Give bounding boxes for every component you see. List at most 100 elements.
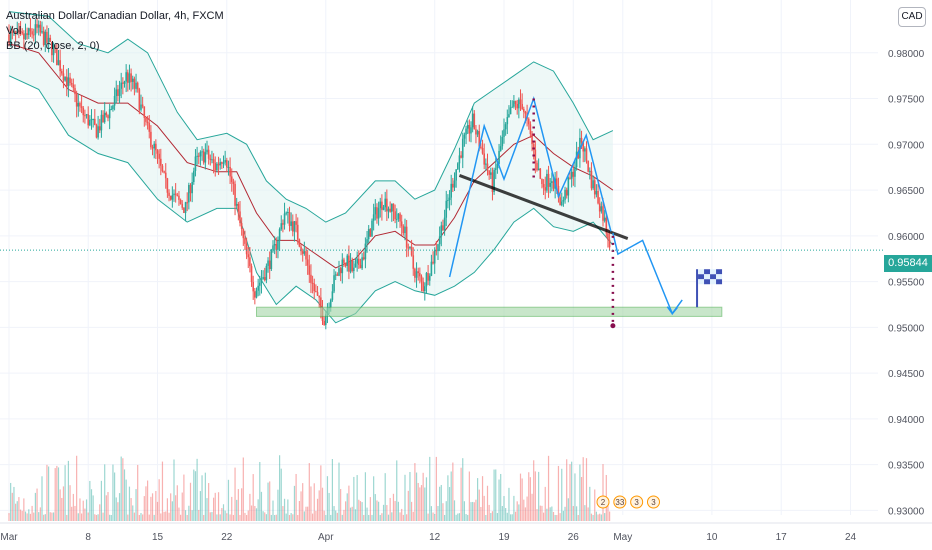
volume-bar bbox=[33, 512, 35, 521]
volume-bar bbox=[567, 498, 569, 521]
candle-body bbox=[605, 217, 608, 234]
volume-bar bbox=[394, 500, 396, 521]
price-axis[interactable]: 0.98000 0.97500 0.97000 0.96500 0.96000 0.955… bbox=[888, 49, 925, 518]
volume-bar bbox=[181, 492, 183, 521]
candle-body bbox=[442, 225, 444, 231]
volume-bar bbox=[90, 489, 93, 521]
candle-body bbox=[117, 89, 119, 96]
candle-body bbox=[179, 199, 182, 204]
candle-body bbox=[260, 279, 263, 283]
volume-bar bbox=[330, 514, 332, 521]
volume-bar bbox=[110, 514, 112, 521]
volume-bar bbox=[104, 464, 106, 521]
volume-bar bbox=[191, 510, 193, 521]
candle-body bbox=[565, 189, 568, 196]
candle-body bbox=[87, 114, 89, 126]
candle-body bbox=[128, 73, 131, 83]
volume-bar bbox=[444, 514, 446, 521]
volume-bar bbox=[69, 485, 71, 521]
volume-bar bbox=[295, 473, 297, 521]
candle-body bbox=[498, 150, 500, 164]
volume-bar bbox=[183, 474, 185, 521]
candle-body bbox=[41, 31, 43, 33]
volume-bar bbox=[57, 467, 60, 521]
volume-bar bbox=[349, 507, 352, 521]
volume-bar bbox=[396, 460, 398, 521]
flag-square bbox=[710, 279, 717, 285]
volume-bar bbox=[387, 514, 390, 521]
volume-bar bbox=[513, 495, 515, 521]
volume-bar bbox=[506, 512, 508, 521]
candle-body bbox=[404, 226, 406, 234]
candle-body bbox=[608, 239, 611, 248]
volume-bar bbox=[422, 472, 424, 521]
bollinger-indicator-label[interactable]: BB (20, close, 2, 0) bbox=[6, 40, 100, 52]
symbol-title[interactable]: Australian Dollar/Canadian Dollar, 4h, F… bbox=[6, 10, 224, 22]
candle-body bbox=[359, 264, 362, 269]
currency-badge[interactable]: CAD bbox=[898, 7, 926, 27]
candle-body bbox=[420, 276, 423, 282]
volume-bar bbox=[472, 501, 474, 521]
volume-bar bbox=[505, 508, 507, 521]
volume-bar bbox=[602, 464, 604, 521]
volume-bar bbox=[531, 493, 533, 521]
volume-bar bbox=[94, 514, 96, 521]
flag-square bbox=[716, 279, 723, 285]
volume-bar bbox=[366, 507, 368, 521]
volume-bar bbox=[571, 461, 573, 521]
price-tick-label: 0.93500 bbox=[888, 461, 925, 472]
candle-body bbox=[306, 259, 309, 266]
volume-bar bbox=[526, 496, 528, 521]
candle-body bbox=[438, 236, 441, 245]
candle-body bbox=[221, 162, 223, 164]
analysis-drawings[interactable]: 2 33 3 3 bbox=[0, 95, 884, 509]
volume-indicator-label[interactable]: Vol bbox=[6, 25, 22, 37]
candle-body bbox=[204, 152, 207, 163]
volume-bar bbox=[363, 514, 365, 521]
volume-bar bbox=[340, 489, 342, 521]
candle-body bbox=[254, 291, 256, 298]
support-zone bbox=[256, 306, 723, 317]
candle-body bbox=[26, 33, 28, 36]
volume-bar bbox=[237, 489, 239, 521]
volume-bar bbox=[450, 471, 452, 521]
volume-bar bbox=[432, 512, 434, 521]
volume-bar bbox=[519, 473, 522, 521]
volume-bar bbox=[31, 505, 33, 521]
volume-bar bbox=[448, 487, 451, 521]
volume-bar bbox=[528, 472, 530, 521]
volume-bar bbox=[477, 478, 479, 521]
volume-bar bbox=[600, 514, 602, 521]
time-axis[interactable]: Mar 8 15 22 Apr 12 19 26 May 10 17 24 bbox=[0, 522, 932, 543]
volume-bar bbox=[399, 512, 401, 521]
volume-bar bbox=[510, 514, 512, 521]
candle-body bbox=[244, 238, 246, 244]
volume-bar bbox=[52, 512, 55, 521]
candle-body bbox=[161, 165, 164, 172]
time-tick-label: 22 bbox=[221, 532, 233, 543]
volume-bar bbox=[552, 512, 555, 521]
candle-body bbox=[379, 201, 382, 209]
candle-body bbox=[587, 160, 589, 172]
candle-body bbox=[249, 257, 251, 267]
volume-bar bbox=[175, 495, 177, 521]
candle-body bbox=[98, 126, 101, 131]
candle-body bbox=[468, 125, 471, 134]
candle-body bbox=[552, 181, 555, 189]
candle-body bbox=[541, 178, 543, 185]
volume-bar bbox=[485, 514, 487, 521]
volume-bar bbox=[275, 514, 277, 521]
candle-body bbox=[422, 281, 424, 292]
volume-bar bbox=[255, 508, 258, 521]
candle-body bbox=[315, 291, 317, 293]
volume-bar bbox=[216, 514, 218, 521]
volume-bar bbox=[272, 500, 274, 521]
candle-body bbox=[57, 60, 60, 66]
candle-body bbox=[376, 207, 378, 219]
candle-body bbox=[280, 223, 283, 230]
volume-bar bbox=[166, 498, 168, 521]
candle-body bbox=[448, 197, 451, 201]
candle-body bbox=[547, 173, 550, 187]
candle-body bbox=[537, 168, 540, 171]
